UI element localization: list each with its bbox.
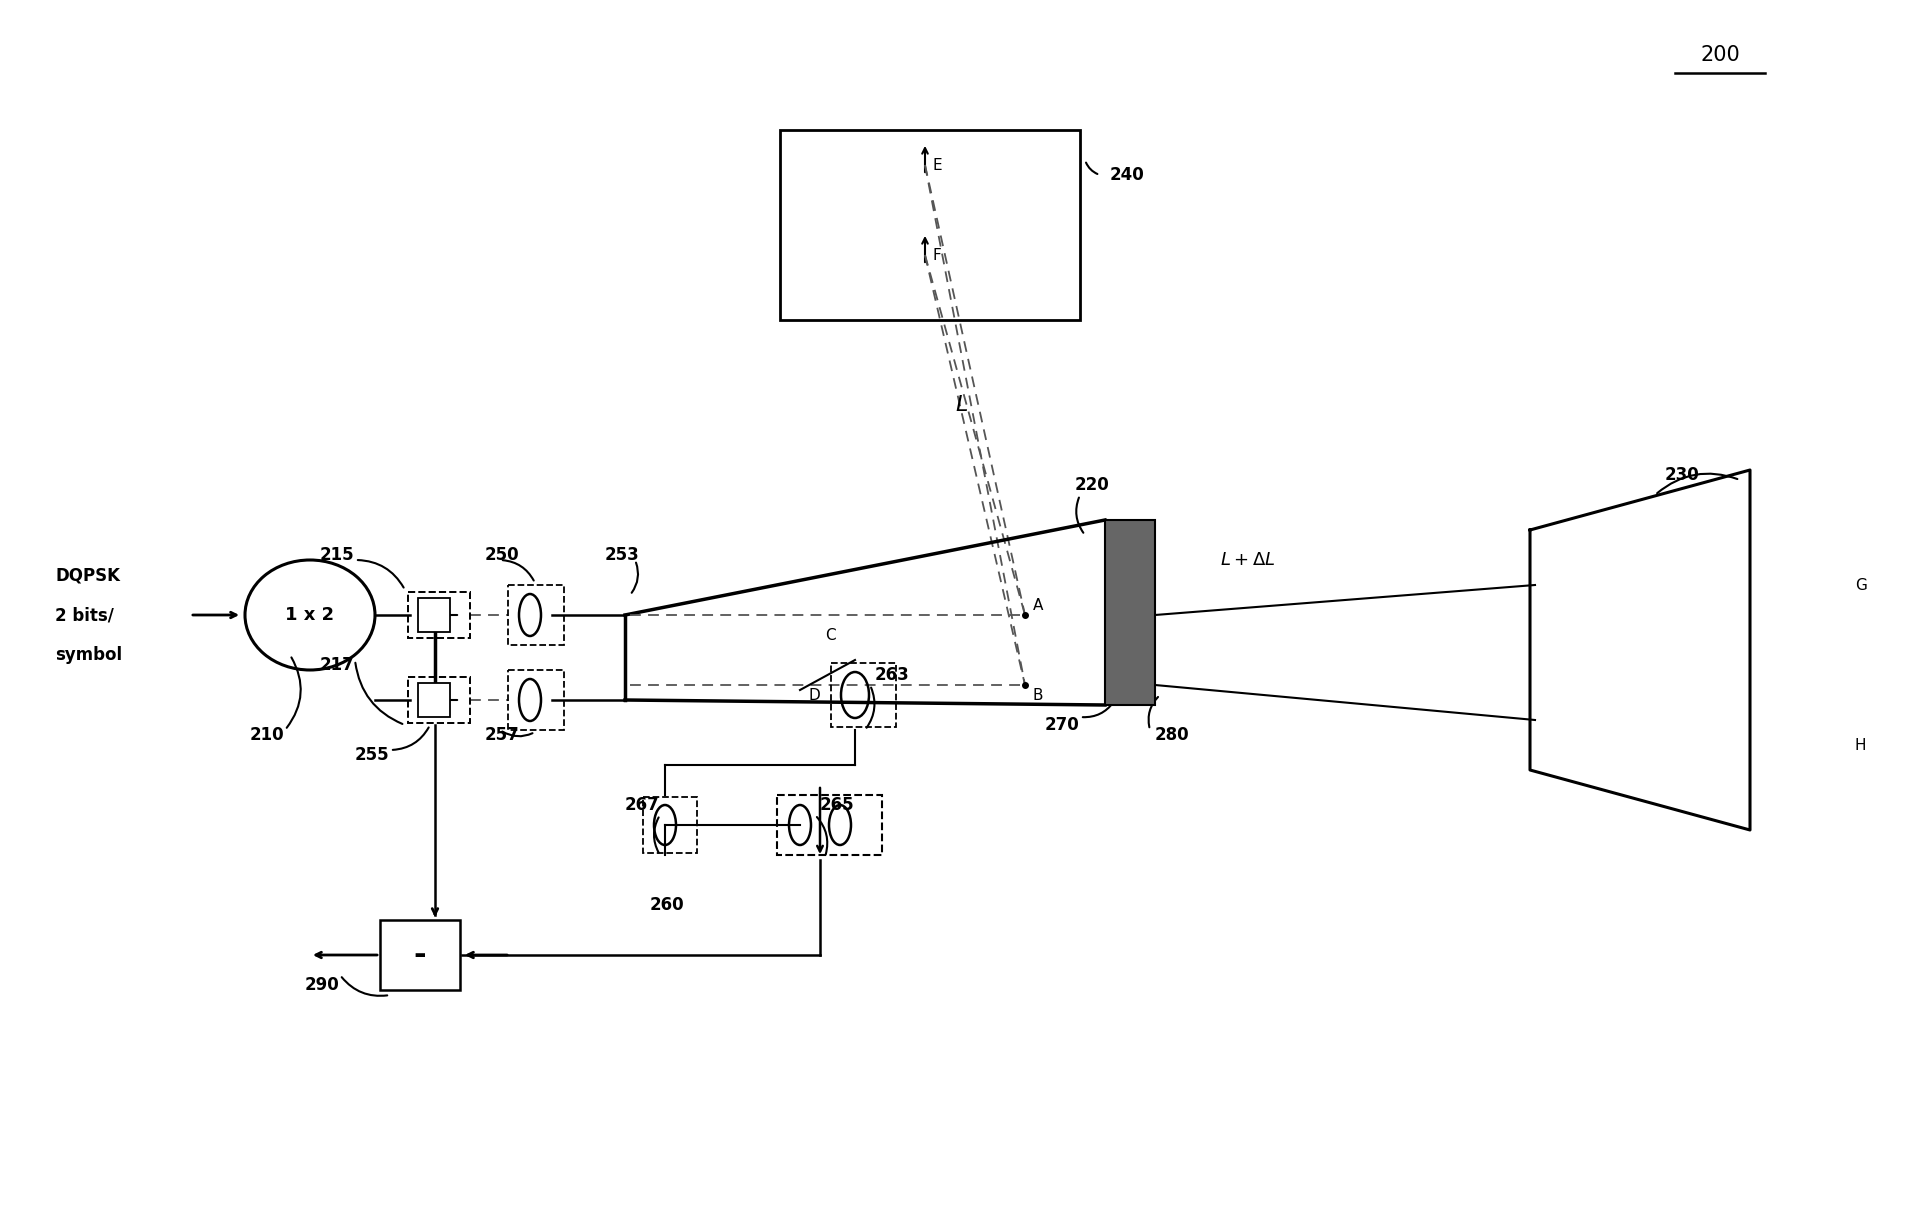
Text: symbol: symbol — [56, 646, 123, 664]
Text: $L + \Delta L$: $L + \Delta L$ — [1219, 551, 1275, 569]
Text: DQPSK: DQPSK — [56, 567, 119, 583]
Text: 215: 215 — [319, 546, 354, 564]
Text: L: L — [956, 395, 967, 416]
Text: E: E — [933, 157, 942, 173]
Text: B: B — [1033, 687, 1044, 703]
Text: 1 x 2: 1 x 2 — [285, 606, 335, 625]
Text: 253: 253 — [606, 546, 640, 564]
Text: 265: 265 — [819, 796, 854, 814]
Text: 220: 220 — [1075, 476, 1110, 494]
Text: 255: 255 — [356, 747, 390, 763]
Text: 270: 270 — [1044, 716, 1079, 734]
Text: 260: 260 — [650, 896, 685, 914]
Text: 267: 267 — [625, 796, 660, 814]
Text: D: D — [808, 687, 819, 703]
FancyBboxPatch shape — [1106, 519, 1156, 705]
FancyBboxPatch shape — [417, 683, 450, 718]
Text: 230: 230 — [1665, 466, 1700, 484]
Text: 280: 280 — [1156, 726, 1190, 744]
Text: G: G — [1856, 577, 1867, 592]
Text: 250: 250 — [485, 546, 519, 564]
Text: A: A — [1033, 598, 1044, 612]
Text: 240: 240 — [1110, 165, 1144, 184]
Text: -: - — [413, 941, 427, 970]
Text: H: H — [1856, 738, 1867, 753]
Text: 257: 257 — [485, 726, 519, 744]
Text: 210: 210 — [250, 726, 285, 744]
Text: 290: 290 — [306, 976, 340, 994]
Text: 200: 200 — [1700, 45, 1740, 65]
Text: F: F — [933, 248, 940, 262]
Text: 2 bits/: 2 bits/ — [56, 606, 113, 625]
Text: 263: 263 — [875, 666, 910, 684]
FancyBboxPatch shape — [417, 598, 450, 632]
Text: 217: 217 — [319, 656, 354, 674]
Text: C: C — [825, 627, 837, 643]
